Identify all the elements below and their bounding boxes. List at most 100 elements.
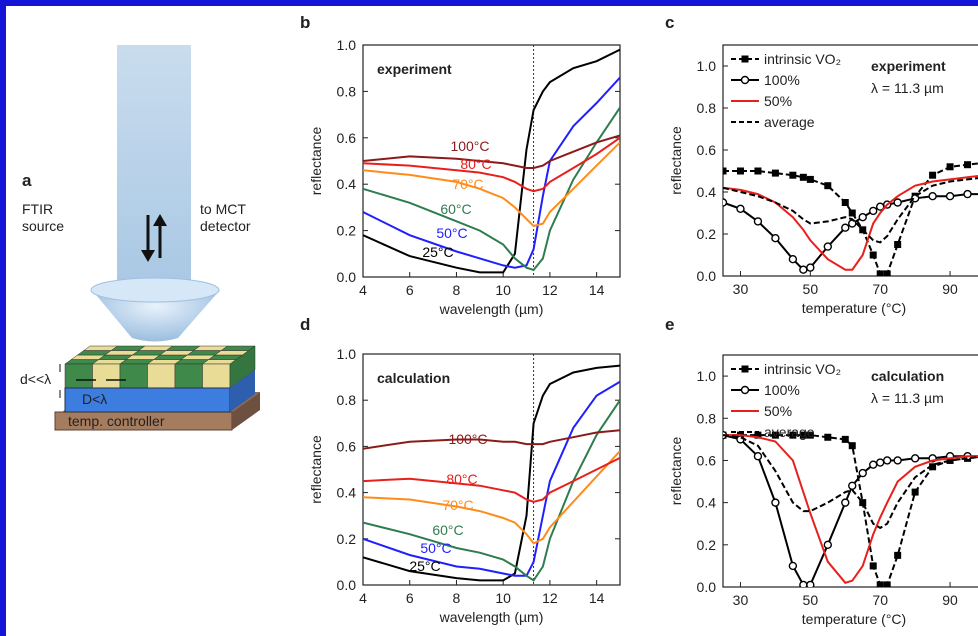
y-axis-title: reflectance: [668, 126, 684, 195]
point-marker: [754, 167, 762, 175]
legend-label: 100%: [764, 382, 800, 398]
annotation: experiment: [377, 61, 452, 77]
plot-area: [723, 161, 978, 276]
annotation: calculation: [377, 370, 450, 386]
point-marker: [929, 171, 937, 179]
point-marker: [736, 167, 744, 175]
y-tick-label: 0.4: [697, 184, 717, 200]
series-line: [363, 364, 620, 582]
point-marker: [911, 488, 919, 496]
series-line: [363, 429, 620, 450]
point-marker: [823, 242, 832, 251]
legend-marker: [741, 55, 749, 63]
legend-marker: [740, 385, 750, 395]
chart: d 0.0 0.2 0.4 0.6 0.8 1.0 4 6 8 10 12 14 wavelength (…: [300, 315, 621, 625]
point-marker: [753, 452, 763, 461]
panel-label: e: [665, 315, 674, 334]
x-tick-label: 4: [359, 590, 367, 606]
point-marker: [824, 433, 832, 441]
point-marker: [858, 212, 867, 222]
y-tick-label: 0.4: [697, 495, 717, 511]
stage-side: [232, 392, 260, 430]
point-marker: [736, 204, 745, 214]
detector-label: detector: [200, 218, 251, 234]
x-tick-label: 8: [453, 590, 461, 606]
y-axis-title: reflectance: [668, 437, 684, 506]
thickness-label: d<<λ: [20, 371, 51, 387]
point-marker: [771, 233, 780, 243]
point-marker: [806, 175, 814, 183]
legend-label: average: [764, 424, 815, 440]
y-tick-label: 0.8: [697, 100, 717, 116]
annotation: calculation: [871, 368, 944, 384]
y-tick-label: 0.6: [697, 452, 717, 468]
series-line: [363, 107, 620, 272]
sample-cell: [92, 363, 121, 389]
series-label: 80°C: [446, 471, 477, 487]
chart: c 0.0 0.2 0.4 0.6 0.8 1.0 30 50 70 90 temperature (…: [665, 13, 978, 316]
sample: [64, 345, 256, 389]
point-marker: [789, 431, 797, 439]
series-line: [363, 136, 620, 193]
point-marker: [883, 270, 891, 276]
plot-frame: [722, 354, 978, 588]
period-label: D<λ: [82, 391, 107, 407]
plot-area: [723, 430, 978, 587]
point-marker: [893, 198, 902, 207]
x-tick-label: 4: [359, 282, 367, 298]
x-axis-title: temperature (°C): [802, 300, 906, 316]
plot-frame: [722, 44, 978, 277]
point-marker: [771, 431, 779, 439]
point-marker: [964, 161, 972, 169]
point-marker: [841, 435, 849, 443]
series-line: [723, 434, 978, 584]
x-tick-label: 14: [589, 590, 605, 606]
point-marker: [799, 265, 808, 274]
point-marker: [910, 454, 920, 463]
point-marker: [848, 219, 857, 228]
series-line: [363, 48, 620, 274]
legend-label: intrinsic VO₂: [764, 51, 841, 67]
point-marker: [806, 263, 815, 272]
y-tick-label: 0.4: [337, 485, 357, 501]
y-tick-label: 0.8: [337, 83, 357, 99]
point-marker: [771, 169, 779, 177]
lens: [90, 277, 220, 303]
point-marker: [754, 431, 762, 439]
diagram: a FTIR source to MCT detector d<<λ D<λ t…: [20, 45, 260, 431]
beam: [117, 45, 191, 290]
y-tick-label: 0.2: [337, 531, 357, 547]
y-tick-label: 0.0: [697, 579, 717, 595]
point-marker: [894, 241, 902, 248]
point-marker: [823, 540, 832, 550]
point-marker: [799, 173, 807, 181]
y-tick-label: 0.2: [337, 223, 357, 239]
y-tick-label: 0.0: [337, 269, 357, 285]
legend-marker: [740, 75, 750, 85]
x-tick-label: 14: [589, 282, 605, 298]
series-line: [363, 134, 620, 169]
panel-label: b: [300, 13, 310, 32]
series-label: 60°C: [432, 522, 463, 538]
series-line: [363, 450, 620, 545]
plot-area: [363, 364, 620, 582]
y-tick-label: 0.8: [337, 392, 357, 408]
point-marker: [806, 580, 815, 587]
panel-label: c: [665, 13, 674, 32]
plot-area: [363, 48, 620, 274]
point-marker: [869, 460, 878, 469]
sample-cell: [174, 363, 203, 389]
series-label: 60°C: [440, 201, 471, 217]
sample-cell: [147, 363, 176, 389]
arrow-head: [153, 214, 167, 226]
x-tick-label: 30: [733, 592, 749, 608]
arrow-head: [141, 250, 155, 262]
point-marker: [876, 270, 884, 276]
y-tick-label: 0.8: [697, 410, 717, 426]
series-label: 50°C: [420, 540, 451, 556]
x-tick-label: 50: [803, 592, 819, 608]
series-line: [363, 141, 620, 228]
